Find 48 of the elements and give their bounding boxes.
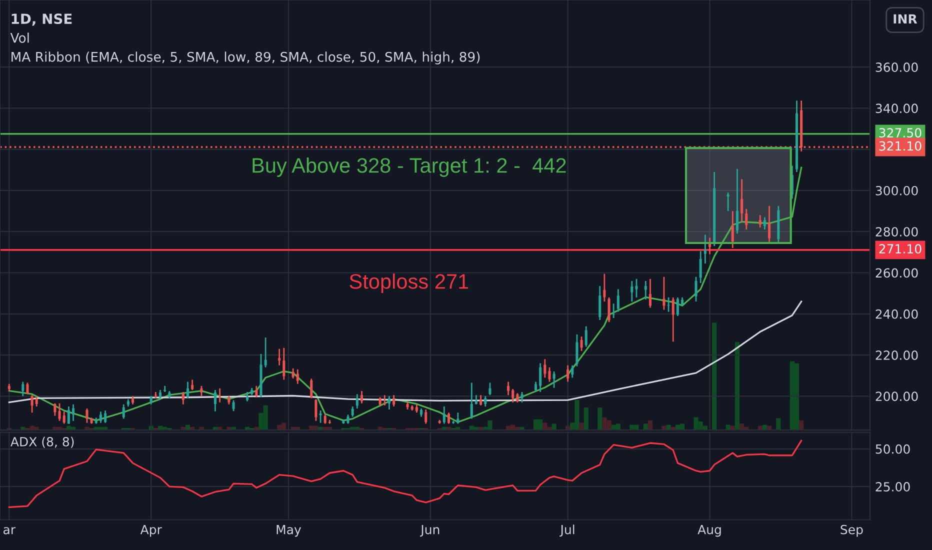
y-tick-label: 50.00	[876, 444, 910, 454]
bar	[185, 424, 190, 430]
bar	[643, 424, 648, 430]
annotation: Stoploss 271	[350, 274, 468, 293]
y-tick-label: 220.00	[876, 350, 918, 360]
bar	[598, 408, 602, 430]
y-axis-title: INR	[894, 14, 918, 24]
y-tick-label: 260.00	[876, 268, 918, 278]
bar	[616, 424, 620, 430]
chart-title: ADX (8, 8)	[10, 436, 74, 448]
bar	[776, 418, 781, 430]
bar	[584, 408, 588, 430]
ref-line-label: 327.50	[879, 128, 922, 138]
y-tick-label: 200.00	[876, 392, 918, 402]
annotation: MA Ribbon (EMA, close, 5, SMA, low, 89, SMA, close, 50, SMA, high, 89)	[12, 52, 480, 64]
annotation: Vol	[10, 32, 29, 43]
bar	[579, 422, 584, 430]
bar	[740, 424, 744, 430]
bar	[712, 322, 717, 430]
text: 1D, NSE	[12, 14, 72, 26]
x-tick-label: Aug	[698, 524, 721, 537]
ref-line-label: 271.10	[879, 244, 922, 254]
bar	[726, 424, 730, 430]
bar	[648, 420, 653, 430]
bar	[552, 424, 556, 430]
bar	[734, 342, 740, 430]
bar	[680, 424, 685, 430]
bar	[794, 363, 800, 430]
y-tick-label: 360.00	[876, 62, 918, 72]
y-tick-label: 280.00	[876, 227, 918, 237]
bar	[666, 424, 671, 430]
ref-line-label: 321.10	[879, 141, 922, 151]
bar	[533, 419, 538, 430]
line-series	[8, 300, 802, 404]
x-tick-label: Sep	[840, 524, 863, 537]
y-tick-label: 25.00	[876, 482, 910, 492]
x-tick-label: ar	[4, 527, 16, 534]
y-tick-label: 340.00	[876, 104, 918, 114]
x-tick-label: May	[276, 524, 302, 537]
x-tick-label: Apr	[140, 524, 162, 537]
annotation: Buy Above 328 - Target 1: 2 - 442	[252, 158, 566, 177]
bar	[277, 424, 282, 430]
x-tick-label: Jun	[420, 524, 440, 537]
y-tick-label: 300.00	[876, 186, 918, 196]
y-tick-label: 240.00	[876, 309, 918, 319]
x-tick-label: Jul	[560, 524, 574, 537]
bar	[762, 424, 767, 430]
bar	[799, 420, 804, 430]
